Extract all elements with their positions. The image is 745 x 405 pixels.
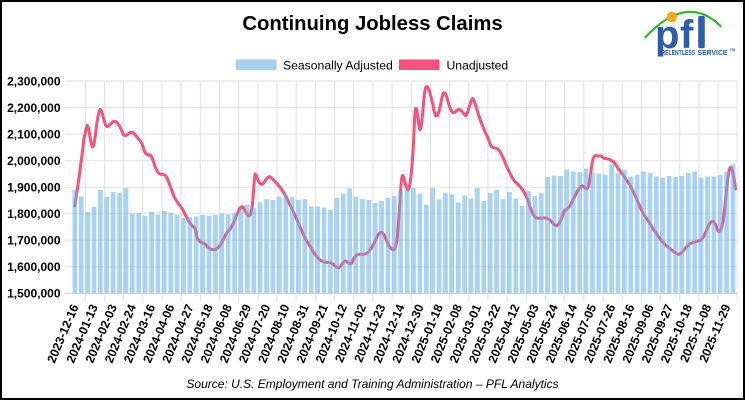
svg-text:1,900,000: 1,900,000	[7, 181, 61, 195]
svg-text:RELENTLESS: RELENTLESS	[662, 48, 696, 57]
svg-text:2,300,000: 2,300,000	[7, 74, 61, 88]
svg-text:1,600,000: 1,600,000	[7, 260, 61, 274]
svg-text:1,800,000: 1,800,000	[7, 207, 61, 221]
svg-text:1,700,000: 1,700,000	[7, 234, 61, 248]
svg-text:2,000,000: 2,000,000	[7, 154, 61, 168]
svg-text:2,200,000: 2,200,000	[7, 101, 61, 115]
svg-text:Unadjusted: Unadjusted	[447, 59, 509, 73]
svg-text:Continuing Jobless Claims: Continuing Jobless Claims	[242, 13, 502, 35]
svg-text:2,100,000: 2,100,000	[7, 127, 61, 141]
svg-text:1,500,000: 1,500,000	[7, 287, 61, 301]
svg-text:TM: TM	[730, 48, 735, 52]
svg-text:Seasonally Adjusted: Seasonally Adjusted	[283, 59, 393, 73]
svg-text:Source: U.S. Employment and Tr: Source: U.S. Employment and Training Adm…	[186, 377, 558, 391]
svg-text:SERVICE: SERVICE	[698, 48, 728, 57]
